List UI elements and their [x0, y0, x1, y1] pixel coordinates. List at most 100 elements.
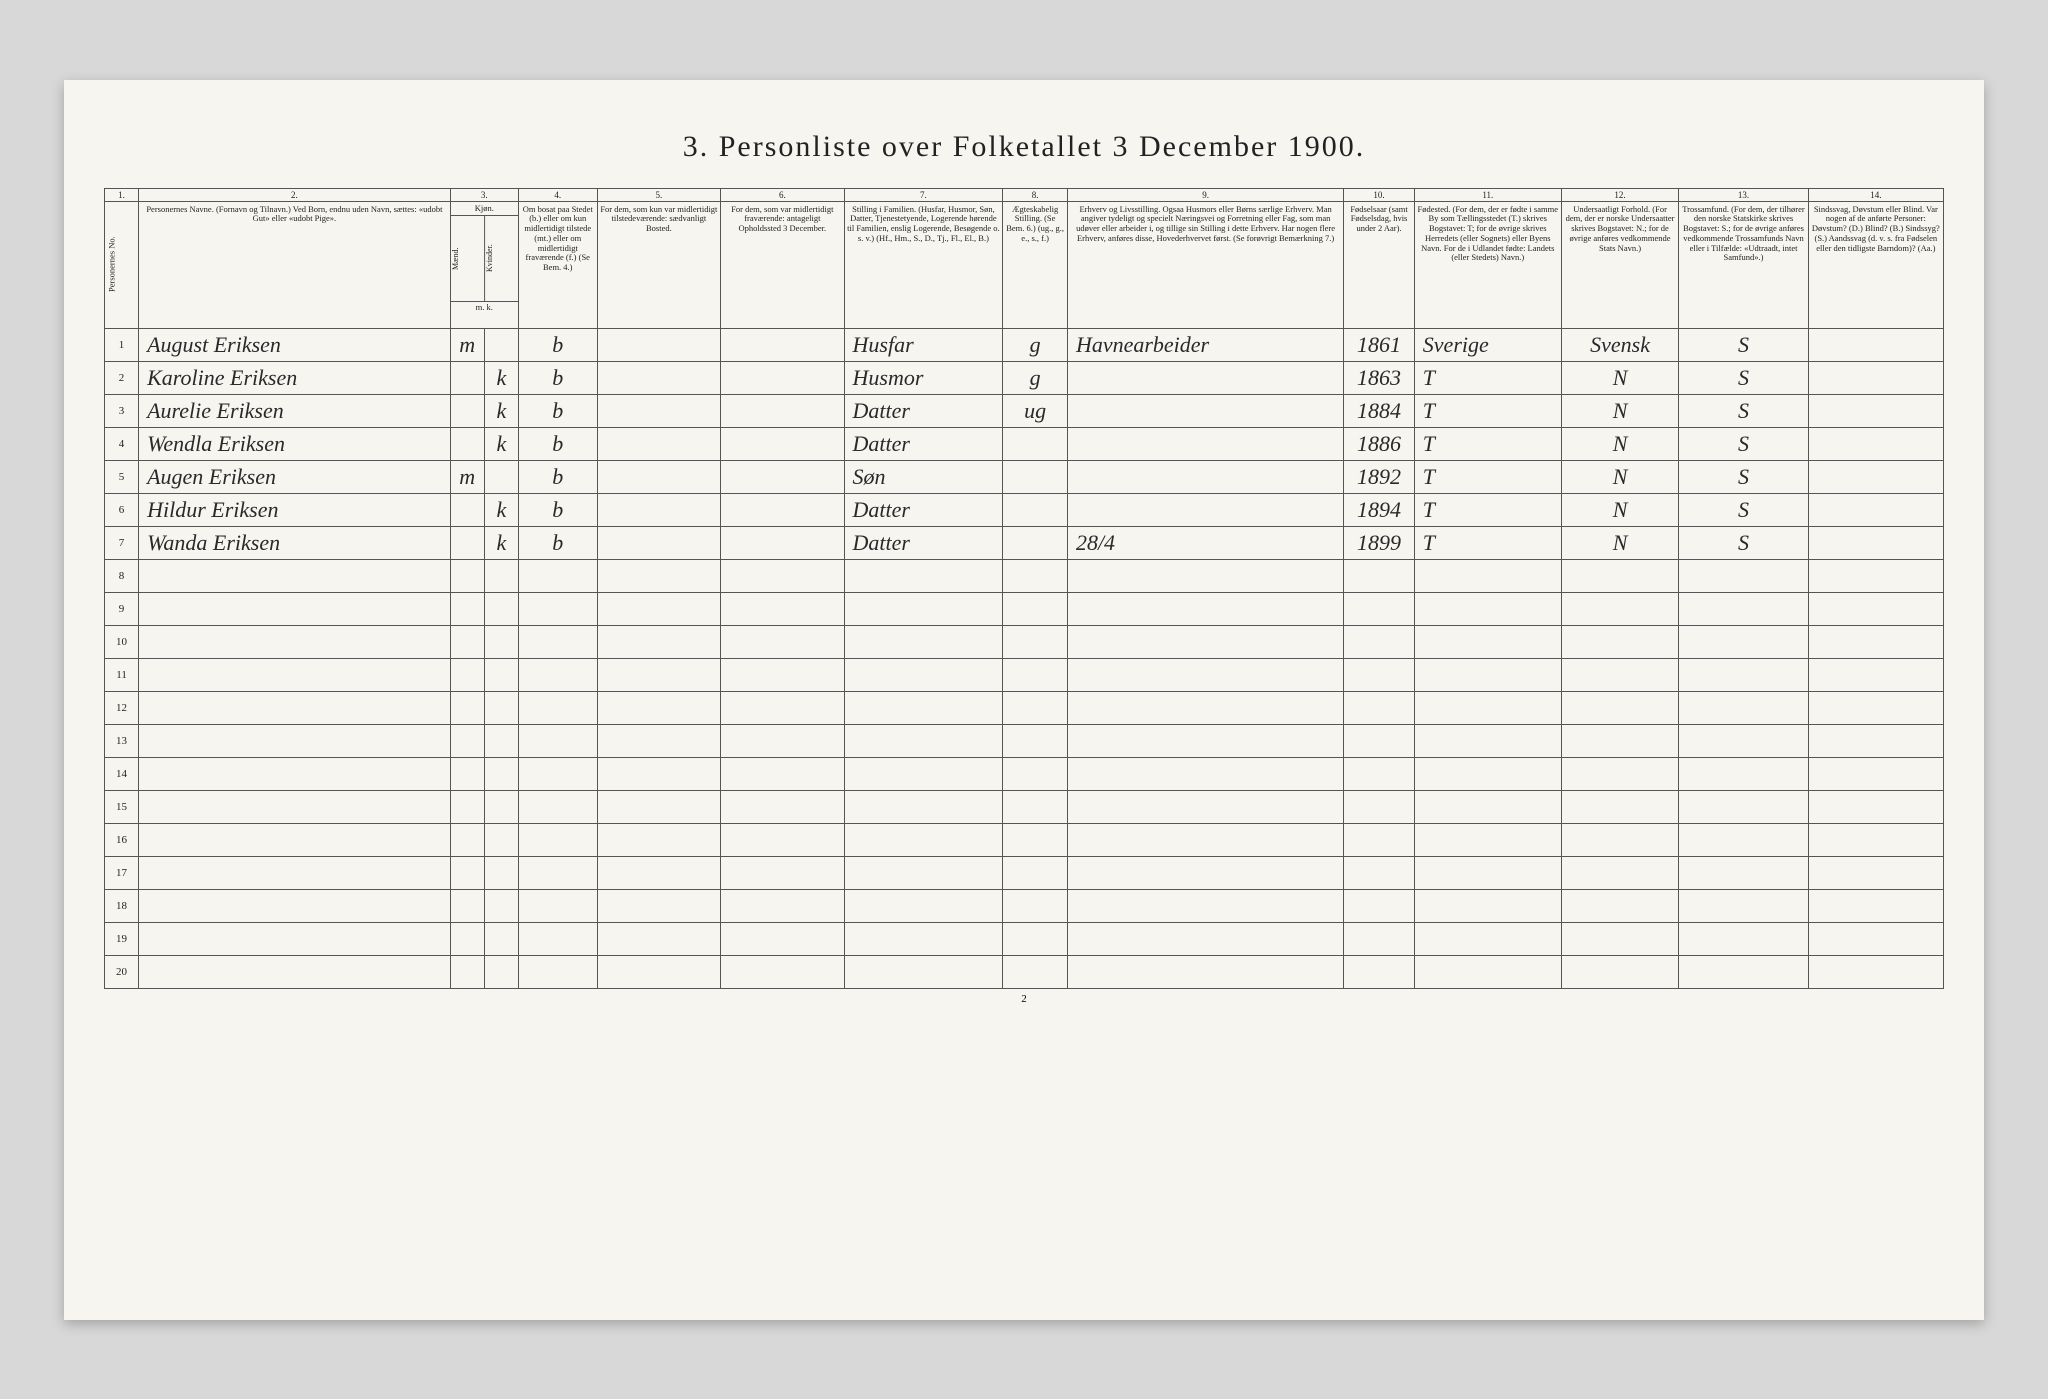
- cell-rownum: 20: [105, 955, 139, 988]
- cell-temp-absent: [721, 493, 844, 526]
- cell-name: [139, 889, 451, 922]
- cell-temp-present: [597, 460, 720, 493]
- cell-name: Aurelie Eriksen: [139, 394, 451, 427]
- cell-birthplace: T: [1414, 460, 1561, 493]
- cell-occupation: [1067, 394, 1343, 427]
- cell-family-pos: [844, 625, 1003, 658]
- cell-religion: S: [1679, 493, 1808, 526]
- cell-religion: S: [1679, 394, 1808, 427]
- cell-family-pos: [844, 724, 1003, 757]
- cell-temp-present: [597, 955, 720, 988]
- cell-family-pos: [844, 889, 1003, 922]
- cell-sex-k: [484, 757, 518, 790]
- cell-birth-year: [1344, 559, 1415, 592]
- cell-temp-present: [597, 394, 720, 427]
- cell-temp-present: [597, 625, 720, 658]
- cell-birthplace: T: [1414, 361, 1561, 394]
- cell-citizenship: [1561, 559, 1679, 592]
- hdr-sex-k: Kvinder.: [485, 216, 518, 301]
- cell-occupation: [1067, 361, 1343, 394]
- cell-birthplace: [1414, 658, 1561, 691]
- cell-rownum: 5: [105, 460, 139, 493]
- cell-occupation: [1067, 460, 1343, 493]
- cell-resident: b: [518, 526, 597, 559]
- cell-marital: [1003, 889, 1068, 922]
- cell-birthplace: [1414, 625, 1561, 658]
- table-row: 2Karoline EriksenkbHusmorg1863TNS: [105, 361, 1944, 394]
- colnum-8: 8.: [1003, 188, 1068, 201]
- cell-birthplace: [1414, 955, 1561, 988]
- cell-disability: [1808, 592, 1943, 625]
- cell-occupation: [1067, 559, 1343, 592]
- cell-marital: [1003, 427, 1068, 460]
- cell-marital: [1003, 757, 1068, 790]
- cell-citizenship: N: [1561, 493, 1679, 526]
- cell-disability: [1808, 559, 1943, 592]
- cell-name: Augen Eriksen: [139, 460, 451, 493]
- table-body: 1August EriksenmbHusfargHavnearbeider186…: [105, 328, 1944, 988]
- cell-marital: [1003, 592, 1068, 625]
- hdr-disability: Sindssvag, Døvstum eller Blind. Var noge…: [1808, 201, 1943, 328]
- cell-temp-present: [597, 757, 720, 790]
- cell-temp-absent: [721, 460, 844, 493]
- cell-religion: [1679, 889, 1808, 922]
- cell-citizenship: N: [1561, 460, 1679, 493]
- cell-birthplace: [1414, 559, 1561, 592]
- cell-rownum: 8: [105, 559, 139, 592]
- hdr-birthplace: Fødested. (For dem, der er fødte i samme…: [1414, 201, 1561, 328]
- cell-occupation: [1067, 427, 1343, 460]
- table-row: 7Wanda EriksenkbDatter28/41899TNS: [105, 526, 1944, 559]
- table-row: 6Hildur EriksenkbDatter1894TNS: [105, 493, 1944, 526]
- colnum-7: 7.: [844, 188, 1003, 201]
- colnum-11: 11.: [1414, 188, 1561, 201]
- cell-marital: [1003, 526, 1068, 559]
- cell-occupation: [1067, 790, 1343, 823]
- cell-sex-k: k: [484, 361, 518, 394]
- cell-name: [139, 724, 451, 757]
- cell-birth-year: 1892: [1344, 460, 1415, 493]
- cell-citizenship: [1561, 856, 1679, 889]
- cell-disability: [1808, 691, 1943, 724]
- cell-citizenship: [1561, 889, 1679, 922]
- cell-religion: S: [1679, 328, 1808, 361]
- hdr-temp-absent: For dem, som var midlertidigt fraværende…: [721, 201, 844, 328]
- cell-disability: [1808, 889, 1943, 922]
- cell-family-pos: Søn: [844, 460, 1003, 493]
- colnum-4: 4.: [518, 188, 597, 201]
- cell-birthplace: [1414, 823, 1561, 856]
- cell-name: Wanda Eriksen: [139, 526, 451, 559]
- cell-temp-absent: [721, 427, 844, 460]
- cell-rownum: 17: [105, 856, 139, 889]
- cell-name: [139, 592, 451, 625]
- hdr-birth-year: Fødselsaar (samt Fødselsdag, hvis under …: [1344, 201, 1415, 328]
- cell-occupation: [1067, 955, 1343, 988]
- cell-sex-m: [450, 955, 484, 988]
- cell-citizenship: [1561, 625, 1679, 658]
- cell-resident: [518, 823, 597, 856]
- cell-birth-year: [1344, 658, 1415, 691]
- hdr-person-no: Personernes No.: [105, 201, 139, 328]
- cell-temp-absent: [721, 889, 844, 922]
- colnum-9: 9.: [1067, 188, 1343, 201]
- cell-citizenship: [1561, 658, 1679, 691]
- cell-temp-absent: [721, 328, 844, 361]
- cell-disability: [1808, 658, 1943, 691]
- hdr-temp-present: For dem, som kun var midlertidigt tilste…: [597, 201, 720, 328]
- cell-family-pos: Datter: [844, 493, 1003, 526]
- cell-birth-year: 1863: [1344, 361, 1415, 394]
- hdr-occupation: Erhverv og Livsstilling. Ogsaa Husmors e…: [1067, 201, 1343, 328]
- table-row: 10: [105, 625, 1944, 658]
- cell-resident: [518, 955, 597, 988]
- hdr-sex-m: Mænd.: [451, 216, 485, 301]
- hdr-religion: Trossamfund. (For dem, der tilhører den …: [1679, 201, 1808, 328]
- cell-family-pos: [844, 922, 1003, 955]
- cell-temp-present: [597, 559, 720, 592]
- cell-temp-absent: [721, 823, 844, 856]
- cell-disability: [1808, 823, 1943, 856]
- cell-disability: [1808, 394, 1943, 427]
- table-row: 5Augen EriksenmbSøn1892TNS: [105, 460, 1944, 493]
- cell-citizenship: N: [1561, 394, 1679, 427]
- cell-temp-present: [597, 724, 720, 757]
- cell-marital: [1003, 493, 1068, 526]
- cell-name: [139, 856, 451, 889]
